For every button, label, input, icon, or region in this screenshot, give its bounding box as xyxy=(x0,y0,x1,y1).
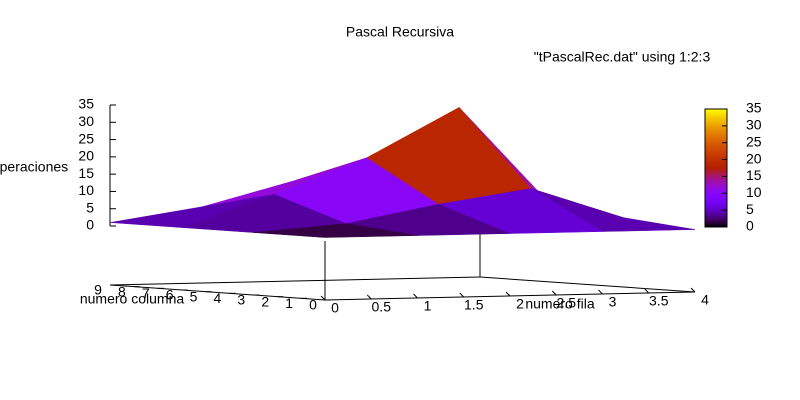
colorbar-tick-label: 10 xyxy=(746,184,762,200)
axis-line xyxy=(479,276,696,293)
z-tick-label: 0 xyxy=(86,217,94,233)
y-tick-label: 0 xyxy=(309,297,317,313)
y-tick-label: 9 xyxy=(94,282,102,298)
y-tick-label: 1 xyxy=(285,295,293,311)
y-tick-label: 8 xyxy=(118,283,126,299)
colorbar-tick-label: 35 xyxy=(746,100,762,116)
colorbar-tick-label: 25 xyxy=(746,133,762,149)
z-tick-label: 20 xyxy=(78,148,94,164)
colorbar-tick-label: 20 xyxy=(746,150,762,166)
colorbar-tick-label: 30 xyxy=(746,117,762,133)
z-tick-label: 25 xyxy=(78,130,94,146)
legend-label: "tPascalRec.dat" using 1:2:3 xyxy=(534,49,711,65)
y-axis-label: numero columna xyxy=(80,291,184,307)
x-tick-label: 2.5 xyxy=(557,295,577,311)
x-tick xyxy=(551,290,557,296)
colorbar-tick-label: 0 xyxy=(746,218,754,234)
x-tick xyxy=(644,288,650,294)
y-tick-label: 5 xyxy=(190,288,198,304)
z-tick-label: 35 xyxy=(78,96,94,112)
chart-title: Pascal Recursiva xyxy=(346,24,454,40)
x-tick xyxy=(320,295,326,301)
y-tick-label: 6 xyxy=(166,287,174,303)
z-tick-label: 30 xyxy=(78,113,94,129)
x-tick-label: 3.5 xyxy=(649,293,669,309)
x-tick xyxy=(366,294,372,300)
y-tick-label: 2 xyxy=(261,293,269,309)
x-tick-label: 0.5 xyxy=(372,299,392,315)
y-tick-label: 4 xyxy=(214,290,222,306)
x-tick xyxy=(598,289,603,295)
colorbar xyxy=(704,108,728,228)
x-tick xyxy=(413,293,418,299)
colorbar-tick-label: 5 xyxy=(746,201,754,217)
x-tick-label: 3 xyxy=(609,294,617,310)
surface-patch xyxy=(253,223,418,238)
z-tick-label: 15 xyxy=(78,165,94,181)
axis-line xyxy=(109,276,481,286)
x-tick-label: 4 xyxy=(701,292,709,308)
x-tick xyxy=(690,287,696,293)
z-tick-label: 5 xyxy=(86,199,94,215)
z-tick-label: 10 xyxy=(78,182,94,198)
x-tick xyxy=(459,292,465,298)
z-axis-label: operaciones xyxy=(0,159,68,175)
x-tick xyxy=(505,291,511,297)
x-tick-label: 0 xyxy=(331,300,339,316)
y-tick-label: 7 xyxy=(142,285,150,301)
x-tick-label: 1 xyxy=(424,298,432,314)
colorbar-tick-label: 15 xyxy=(746,167,762,183)
x-tick-label: 2 xyxy=(516,296,524,312)
x-axis-label: numero fila xyxy=(525,296,594,312)
x-tick-label: 1.5 xyxy=(464,297,484,313)
axis-line xyxy=(109,284,326,301)
y-tick-label: 3 xyxy=(237,292,245,308)
